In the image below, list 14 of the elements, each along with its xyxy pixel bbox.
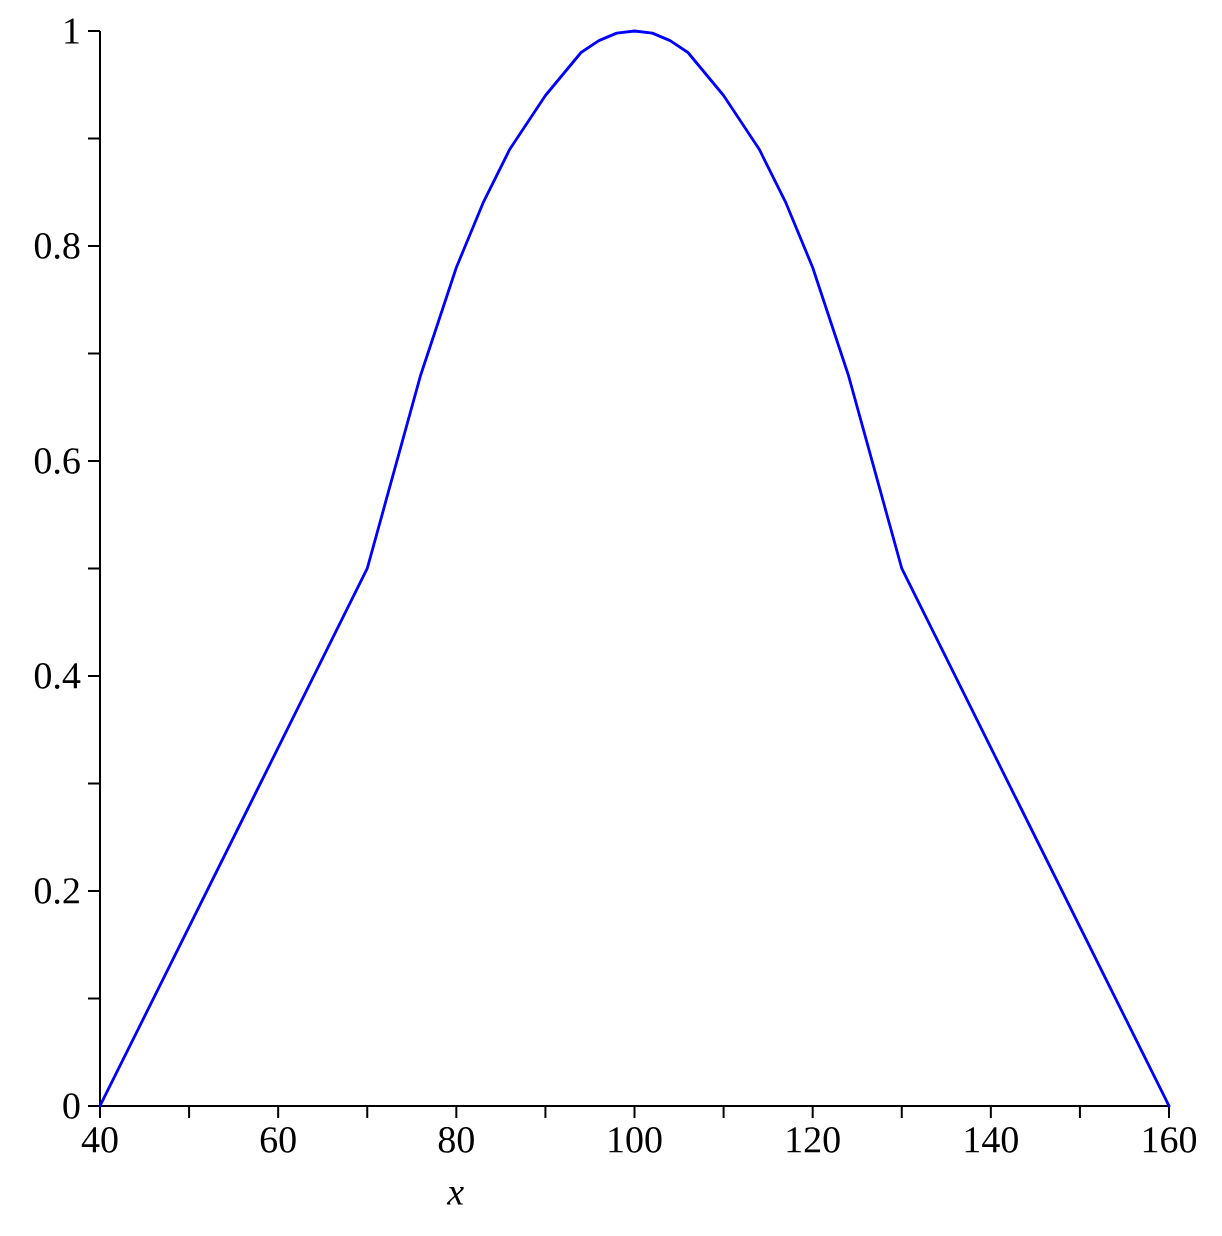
x-axis-title: x (446, 1187, 464, 1205)
x-tick-label: 100 (609, 1127, 662, 1153)
y-tick-label: 0.8 (34, 233, 80, 259)
x-tick-label: 160 (1143, 1127, 1197, 1153)
y-tick-label: 0.4 (34, 663, 81, 689)
x-tick-label: 120 (787, 1127, 840, 1153)
x-tick-label: 60 (260, 1127, 296, 1153)
x-tick-label: 80 (438, 1127, 474, 1153)
x-tick-label: 140 (965, 1127, 1018, 1153)
y-tick-label: 0 (63, 1093, 80, 1119)
y-tick-label: 1 (65, 18, 79, 44)
x-tick-label: 40 (81, 1127, 118, 1153)
y-tick-label: 0.2 (34, 878, 79, 904)
y-tick-label: 0.6 (34, 448, 80, 474)
